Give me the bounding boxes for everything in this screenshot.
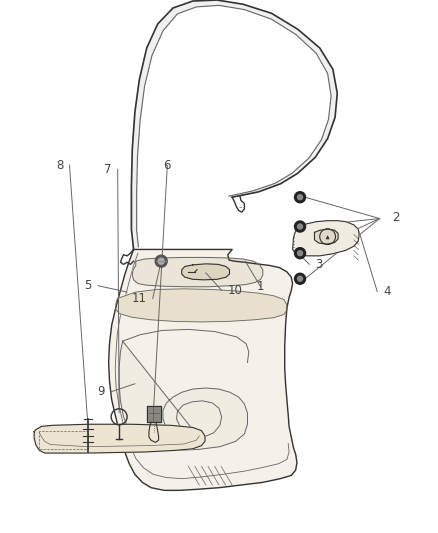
- Polygon shape: [132, 257, 263, 287]
- Circle shape: [294, 221, 306, 232]
- Text: 3: 3: [315, 258, 323, 271]
- Text: 8: 8: [56, 159, 64, 172]
- Circle shape: [155, 255, 167, 267]
- Polygon shape: [119, 341, 247, 450]
- Polygon shape: [182, 264, 230, 280]
- Circle shape: [294, 248, 306, 259]
- Polygon shape: [293, 221, 359, 256]
- Circle shape: [297, 224, 303, 229]
- Circle shape: [297, 251, 303, 256]
- Circle shape: [158, 258, 164, 264]
- Text: 10: 10: [228, 284, 243, 297]
- Text: 5: 5: [85, 279, 92, 292]
- Text: 6: 6: [163, 159, 171, 172]
- Text: 11: 11: [132, 292, 147, 305]
- Polygon shape: [109, 249, 297, 490]
- Text: 9: 9: [98, 385, 105, 398]
- Polygon shape: [147, 406, 161, 422]
- Circle shape: [297, 195, 303, 200]
- Text: 1: 1: [257, 280, 265, 293]
- Polygon shape: [116, 289, 287, 322]
- Text: 4: 4: [383, 285, 391, 298]
- Text: 2: 2: [392, 211, 399, 224]
- Polygon shape: [314, 229, 338, 244]
- Circle shape: [297, 276, 303, 281]
- Circle shape: [294, 192, 306, 203]
- Polygon shape: [34, 424, 205, 453]
- Text: 7: 7: [104, 163, 112, 176]
- Polygon shape: [131, 0, 337, 249]
- Circle shape: [294, 273, 306, 284]
